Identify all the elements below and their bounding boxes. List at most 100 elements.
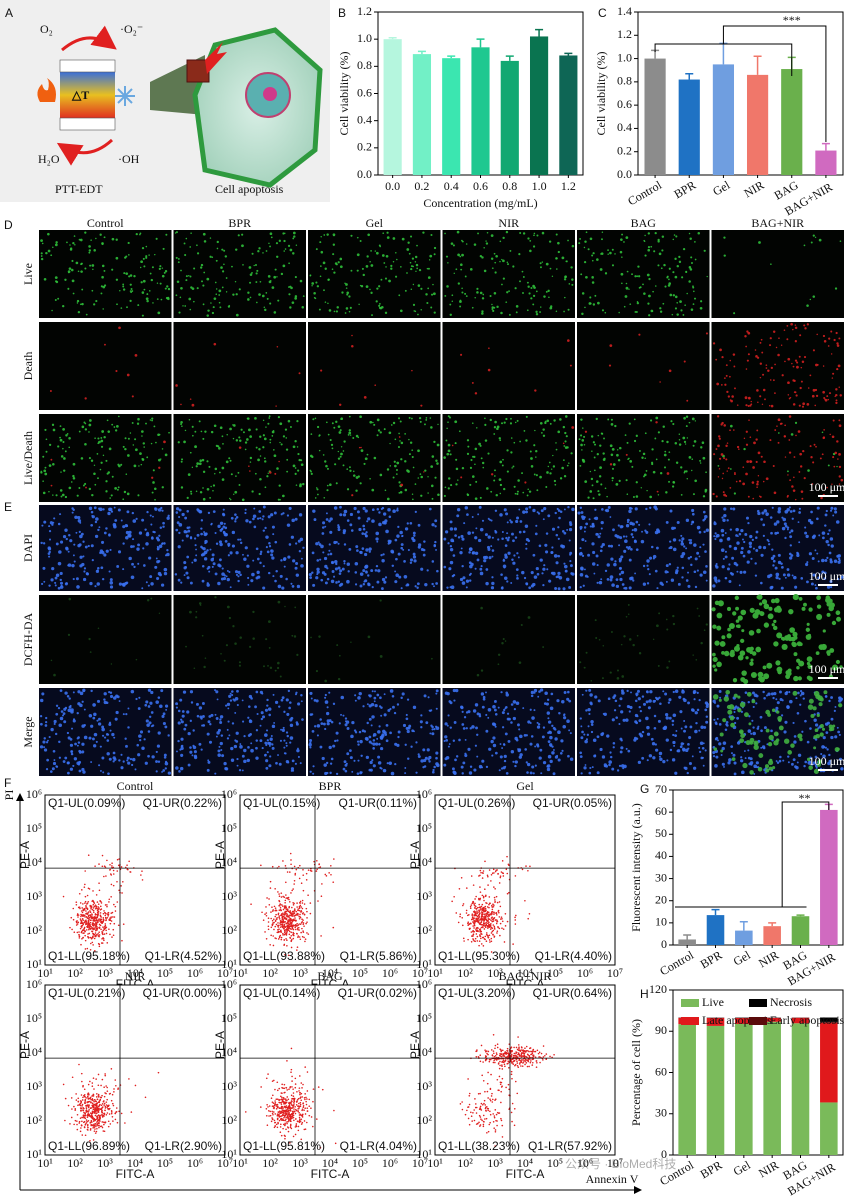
- cell-dot: [311, 282, 314, 285]
- cell-dot: [798, 541, 800, 543]
- cell-dot: [360, 240, 362, 242]
- cell-dot: [580, 434, 582, 436]
- cell-dot: [491, 234, 494, 237]
- cell-dot: [569, 560, 571, 562]
- cell-dot: [558, 538, 560, 540]
- cell-dot: [98, 526, 100, 528]
- x-tick-label: 0.0: [385, 179, 400, 193]
- cell-dot: [329, 543, 331, 545]
- cell-dot: [727, 633, 732, 638]
- cell-dot: [685, 271, 687, 273]
- cell-dot: [428, 696, 430, 698]
- cell-dot: [594, 509, 596, 511]
- cell-dot: [747, 550, 751, 554]
- micrograph: [712, 322, 845, 410]
- cell-dot: [360, 551, 363, 554]
- cell-dot: [721, 517, 723, 519]
- cell-dot: [524, 734, 527, 737]
- cell-dot: [632, 529, 634, 531]
- cell-dot: [68, 272, 70, 274]
- cell-dot: [165, 761, 167, 763]
- cell-dot: [162, 525, 164, 527]
- cell-dot: [408, 439, 409, 440]
- cell-dot: [122, 525, 125, 528]
- cell-dot: [196, 465, 198, 467]
- cell-dot: [503, 278, 505, 280]
- cell-dot: [258, 510, 261, 513]
- cell-dot: [560, 752, 563, 755]
- cell-dot: [205, 532, 208, 535]
- cell-dot: [43, 521, 46, 524]
- cell-dot: [144, 738, 146, 740]
- cell-dot: [175, 232, 176, 233]
- cell-dot: [795, 697, 797, 699]
- cell-dot: [178, 516, 180, 518]
- y-tick-label: 60: [655, 1064, 667, 1078]
- cell-dot: [793, 403, 796, 406]
- cell-dot: [824, 524, 826, 526]
- cell-dot: [396, 469, 398, 471]
- cell-dot: [283, 435, 285, 437]
- cell-dot: [345, 283, 348, 286]
- cell-dot: [286, 471, 288, 473]
- cell-dot: [319, 309, 321, 311]
- cell-dot: [614, 560, 616, 562]
- cell-dot: [248, 465, 250, 467]
- cell-dot: [443, 566, 446, 569]
- cell-dot: [286, 698, 289, 701]
- cell-dot: [193, 746, 196, 749]
- cell-dot: [452, 767, 455, 770]
- cell-dot: [312, 584, 315, 587]
- cell-dot: [289, 741, 291, 743]
- cell-dot: [90, 725, 93, 728]
- cell-dot: [200, 527, 202, 529]
- cell-dot: [796, 552, 798, 554]
- cell-dot: [93, 713, 96, 716]
- cell-dot: [799, 508, 801, 510]
- cell-dot: [404, 575, 408, 579]
- cell-dot: [318, 541, 320, 543]
- cell-dot: [510, 582, 512, 584]
- cell-dot: [536, 474, 538, 476]
- cell-dot: [551, 572, 554, 575]
- cell-dot: [118, 550, 121, 553]
- cell-dot: [60, 439, 63, 442]
- cell-dot: [272, 435, 274, 437]
- cell-dot: [322, 571, 325, 574]
- cell-dot: [326, 489, 328, 491]
- cell-dot: [564, 297, 565, 298]
- legend-swatch: [681, 999, 699, 1007]
- cell-dot: [674, 234, 676, 236]
- cell-dot: [681, 576, 683, 578]
- cell-dot: [160, 507, 162, 509]
- cell-dot: [323, 289, 325, 291]
- cell-dot: [676, 313, 678, 315]
- cell-dot: [773, 331, 775, 333]
- cell-dot: [380, 431, 382, 433]
- cell-dot: [633, 496, 635, 498]
- cell-dot: [569, 521, 572, 524]
- cell-dot: [340, 696, 344, 700]
- cell-dot: [739, 584, 741, 586]
- cell-dot: [405, 489, 408, 492]
- cell-dot: [640, 710, 642, 712]
- cell-dot: [56, 494, 58, 496]
- cell-dot: [202, 635, 204, 637]
- cell-dot: [712, 493, 714, 495]
- cell-dot: [263, 434, 265, 436]
- cell-dot: [639, 450, 641, 452]
- cell-dot: [297, 585, 300, 588]
- cell-dot: [355, 583, 357, 585]
- cell-dot: [327, 468, 329, 470]
- cell-dot: [189, 751, 192, 754]
- cell-dot: [755, 647, 761, 653]
- cell-dot: [795, 360, 797, 362]
- cell-dot: [320, 265, 322, 267]
- cell-dot: [65, 496, 67, 498]
- cell-dot: [721, 534, 724, 537]
- cell-dot: [125, 713, 127, 715]
- cell-dot: [804, 720, 807, 723]
- cell-dot: [60, 579, 62, 581]
- cell-dot: [132, 512, 134, 514]
- cell-dot: [753, 548, 755, 550]
